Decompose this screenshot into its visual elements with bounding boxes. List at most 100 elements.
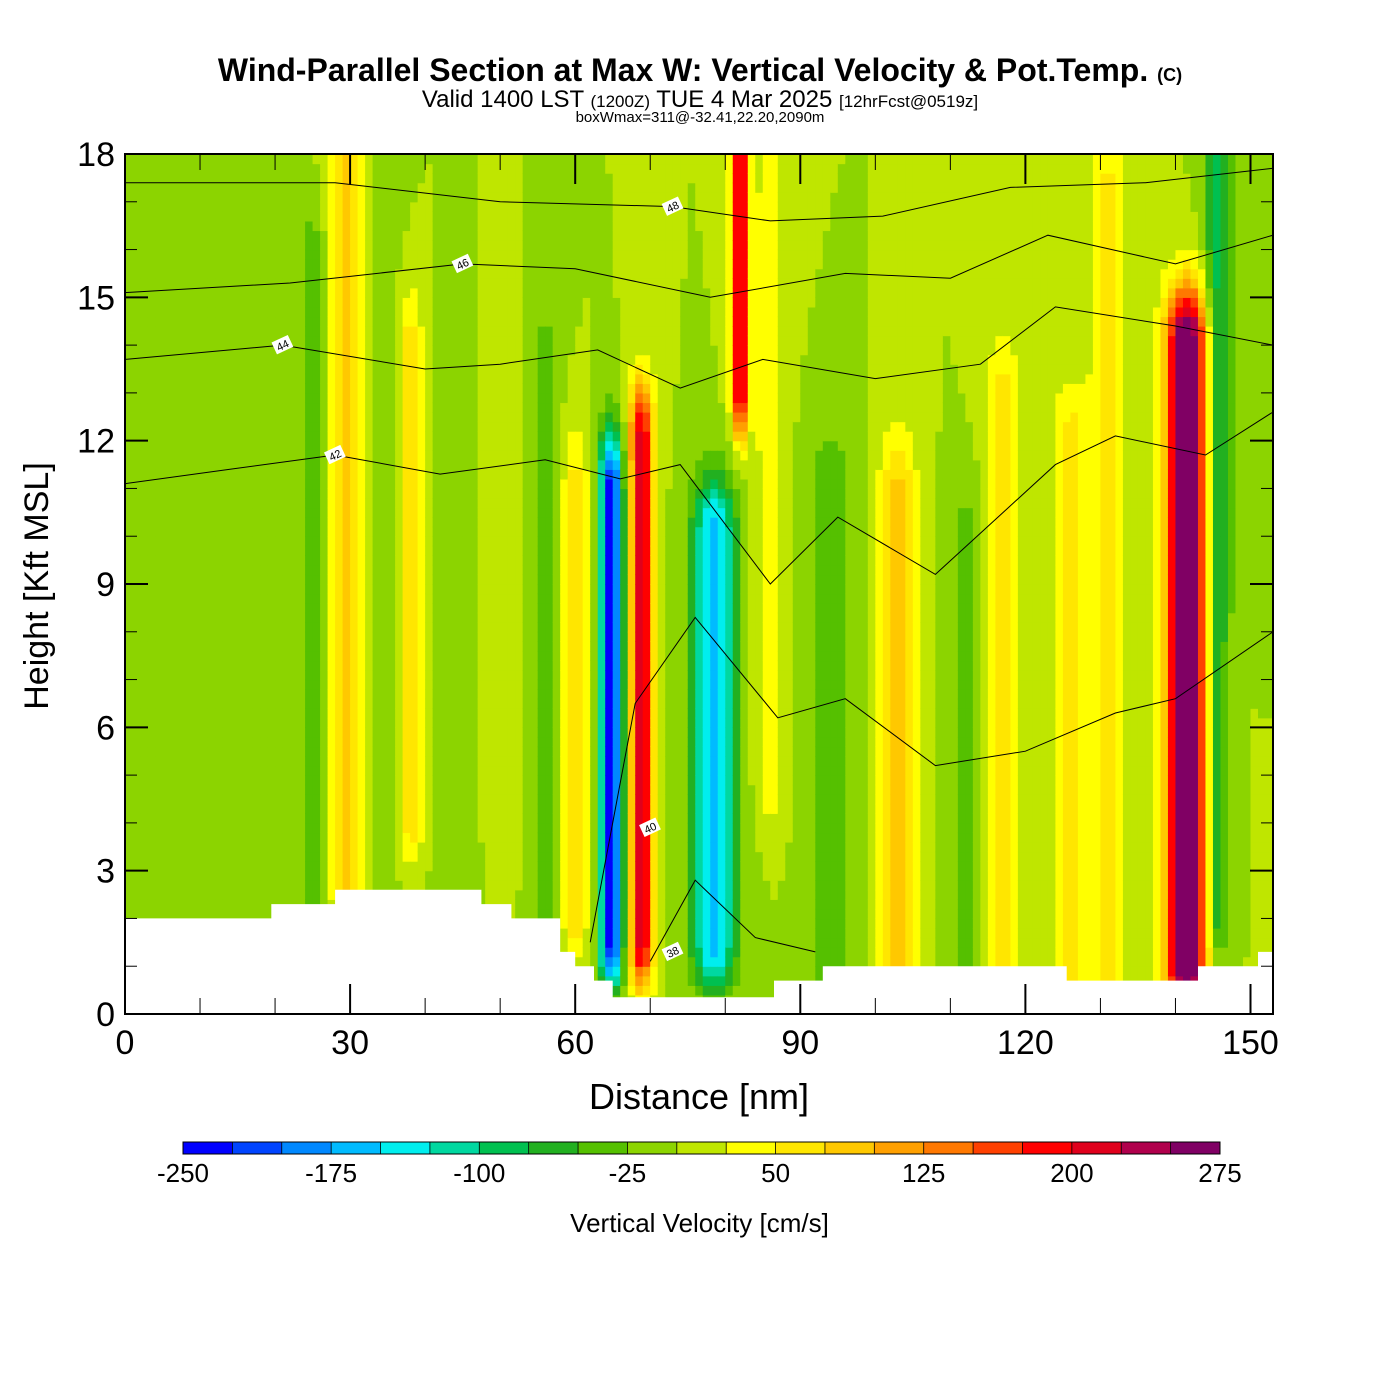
w-cell	[522, 373, 531, 384]
w-cell	[537, 765, 546, 776]
w-cell	[447, 612, 456, 623]
w-cell	[275, 240, 284, 251]
w-cell	[500, 593, 509, 604]
w-cell	[162, 431, 171, 442]
w-cell	[312, 736, 321, 748]
w-cell	[162, 517, 171, 528]
w-cell	[170, 717, 179, 728]
w-cell	[215, 412, 224, 423]
w-cell	[290, 297, 299, 308]
w-cell	[365, 564, 374, 576]
w-cell	[462, 488, 471, 499]
w-cell	[297, 469, 306, 480]
w-cell	[282, 631, 291, 642]
w-cell	[410, 784, 419, 795]
w-cell	[162, 201, 171, 212]
w-cell	[350, 306, 359, 318]
w-cell	[192, 154, 201, 165]
w-cell	[432, 564, 441, 576]
w-cell	[432, 507, 441, 518]
w-cell	[260, 870, 269, 881]
w-cell	[290, 746, 299, 757]
w-cell	[185, 268, 194, 279]
w-cell	[485, 392, 494, 404]
w-cell	[312, 756, 321, 767]
w-cell	[515, 220, 524, 232]
w-cell	[320, 192, 329, 203]
w-cell	[515, 268, 524, 279]
w-cell	[380, 201, 389, 212]
w-cell	[290, 794, 299, 805]
w-cell	[327, 603, 336, 614]
w-cell	[365, 469, 374, 480]
w-cell	[380, 268, 389, 279]
w-cell	[372, 163, 381, 174]
w-cell	[155, 316, 164, 327]
w-cell	[125, 220, 134, 232]
w-cell	[515, 421, 524, 432]
w-cell	[425, 870, 434, 881]
w-cell	[515, 679, 524, 690]
w-cell	[342, 746, 351, 757]
w-cell	[417, 240, 426, 251]
w-cell	[275, 192, 284, 203]
w-cell	[140, 364, 149, 375]
w-cell	[132, 756, 141, 767]
w-cell	[312, 240, 321, 251]
w-cell	[410, 650, 419, 662]
w-cell	[230, 173, 239, 184]
w-cell	[282, 498, 291, 509]
w-cell	[432, 249, 441, 260]
w-cell	[380, 469, 389, 480]
w-cell	[530, 517, 539, 528]
w-cell	[140, 278, 149, 289]
w-cell	[177, 459, 186, 470]
w-cell	[252, 736, 261, 748]
w-cell	[147, 450, 156, 461]
w-cell	[185, 908, 194, 920]
w-cell	[522, 756, 531, 767]
w-cell	[477, 660, 486, 671]
w-cell	[245, 861, 254, 872]
w-cell	[252, 526, 261, 537]
w-cell	[492, 775, 501, 786]
w-cell	[492, 383, 501, 394]
w-cell	[492, 880, 501, 891]
w-cell	[440, 708, 449, 719]
w-cell	[425, 230, 434, 241]
w-cell	[237, 154, 246, 165]
w-cell	[425, 698, 434, 709]
w-cell	[170, 870, 179, 881]
w-cell	[522, 622, 531, 633]
w-cell	[515, 383, 524, 394]
w-cell	[192, 603, 201, 614]
w-cell	[387, 746, 396, 757]
w-cell	[440, 431, 449, 442]
w-cell	[162, 593, 171, 604]
w-cell	[492, 526, 501, 537]
w-cell	[222, 240, 231, 251]
w-cell	[320, 708, 329, 719]
w-cell	[327, 297, 336, 308]
w-cell	[267, 861, 276, 872]
w-cell	[335, 593, 344, 604]
w-cell	[500, 450, 509, 461]
w-cell	[132, 440, 141, 451]
w-cell	[515, 431, 524, 442]
w-cell	[365, 326, 374, 337]
w-cell	[417, 249, 426, 260]
w-cell	[125, 775, 134, 786]
w-cell	[425, 173, 434, 184]
w-cell	[395, 756, 404, 767]
w-cell	[462, 354, 471, 365]
w-cell	[245, 842, 254, 853]
w-cell	[290, 545, 299, 556]
w-cell	[342, 230, 351, 241]
w-cell	[245, 746, 254, 757]
w-cell	[515, 240, 524, 251]
w-cell	[222, 498, 231, 509]
w-cell	[462, 335, 471, 346]
w-cell	[515, 842, 524, 853]
w-cell	[365, 851, 374, 862]
w-cell	[320, 803, 329, 814]
